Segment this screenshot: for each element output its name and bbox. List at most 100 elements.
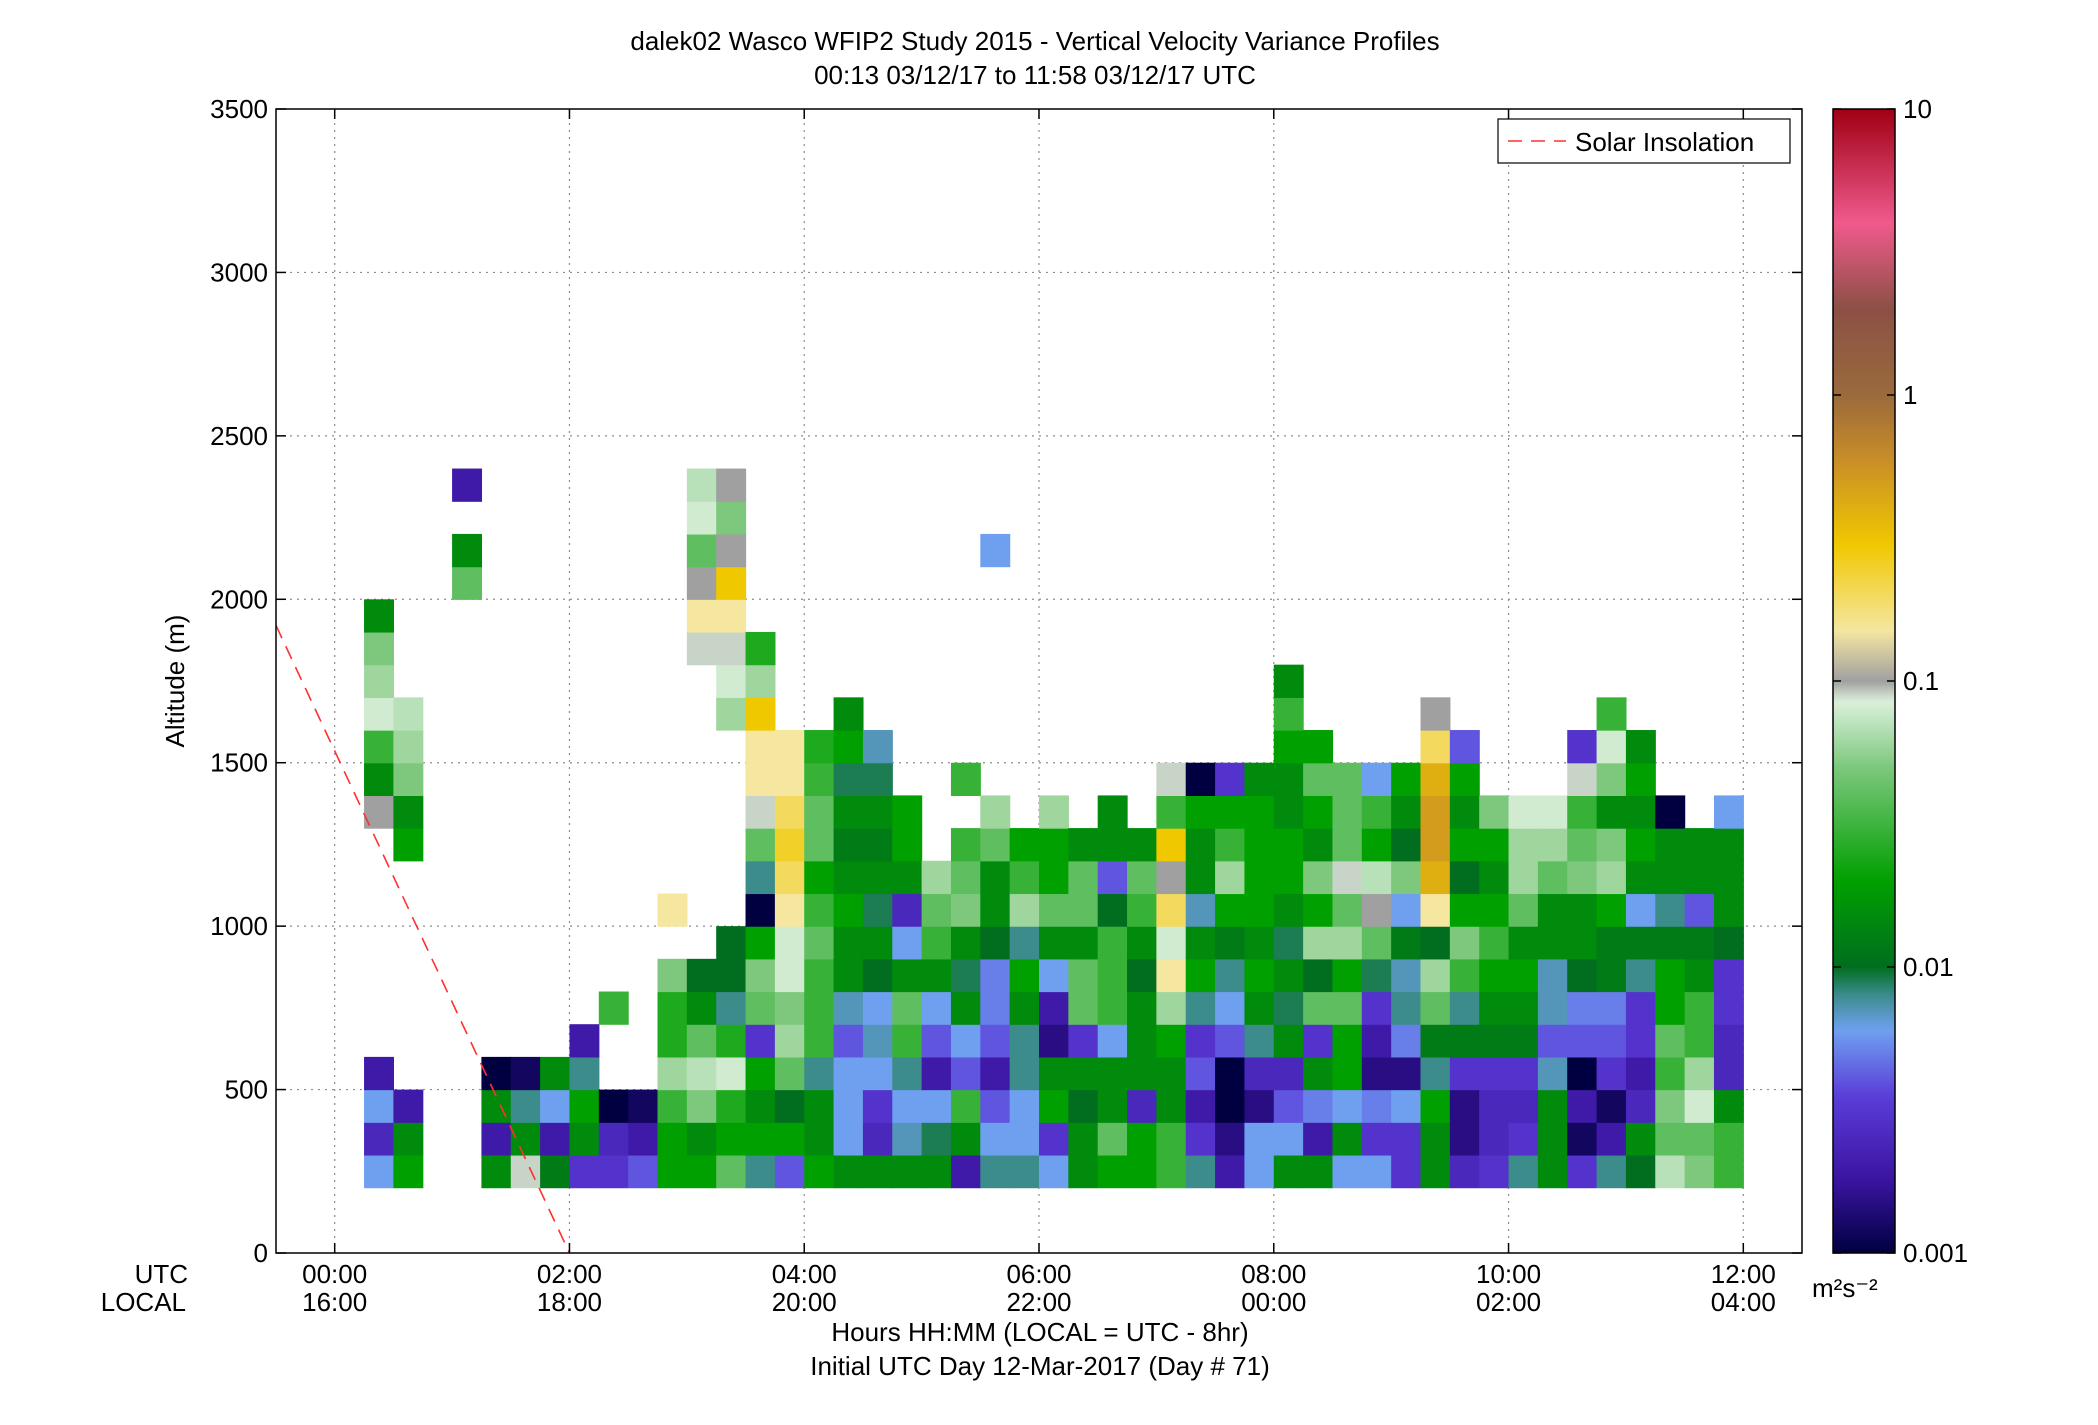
heatmap-cell [1097, 1154, 1128, 1189]
heatmap-cell [1420, 1024, 1451, 1058]
heatmap-cell [1009, 828, 1040, 862]
heatmap-cell [1156, 795, 1187, 829]
heatmap-cell [804, 893, 835, 927]
heatmap-cell [1097, 893, 1128, 927]
heatmap-cell [1215, 926, 1246, 960]
heatmap-cell [862, 926, 893, 960]
heatmap-cell [892, 1024, 923, 1058]
heatmap-cell [1361, 991, 1392, 1025]
heatmap-cell [862, 991, 893, 1025]
heatmap-cell [540, 1154, 571, 1189]
heatmap-cell [1127, 828, 1157, 862]
heatmap-cell [1185, 795, 1216, 829]
heatmap-cell [950, 1154, 981, 1189]
heatmap-cell [1684, 828, 1715, 862]
heatmap-cell [1449, 1024, 1480, 1058]
heatmap-cell [862, 1024, 893, 1058]
heatmap-cell [716, 1056, 747, 1091]
colorbar-ticks: 0.001 0.01 0.1 1 10 [1833, 94, 1968, 1268]
heatmap-cell [804, 926, 835, 960]
heatmap-cell [1009, 926, 1040, 960]
heatmap-cell [1215, 860, 1246, 895]
heatmap-cell [804, 1024, 835, 1058]
heatmap-cell [716, 697, 747, 731]
heatmap-cell [1567, 860, 1598, 895]
heatmap-cell [1127, 1089, 1157, 1123]
heatmap-cell [686, 1056, 717, 1091]
heatmap-cell [1009, 860, 1040, 895]
heatmap-cell [804, 991, 835, 1025]
heatmap-cell [1273, 926, 1304, 960]
heatmap-cell [1068, 926, 1099, 960]
row-label-utc: UTC [135, 1259, 188, 1289]
heatmap-cell [1508, 1089, 1539, 1123]
heatmap-cell [716, 1122, 747, 1156]
heatmap-cell [950, 926, 981, 960]
x-axis-label: Hours HH:MM (LOCAL = UTC - 8hr) [831, 1317, 1248, 1347]
heatmap-cell [1361, 828, 1392, 862]
heatmap-cell [628, 1154, 659, 1189]
heatmap-cell [452, 468, 483, 502]
heatmap-cell [774, 958, 805, 993]
heatmap-cell [657, 1024, 688, 1058]
heatmap-cell [364, 599, 394, 633]
heatmap-cell [716, 468, 747, 502]
y-tick-label: 1500 [210, 748, 268, 778]
heatmap-cell [540, 1122, 571, 1156]
heatmap-cell [1625, 762, 1656, 796]
heatmap-cell [1185, 1122, 1216, 1156]
heatmap-cell [1185, 762, 1216, 796]
heatmap-cell [1684, 1122, 1715, 1156]
heatmap-cell [1713, 1056, 1744, 1091]
heatmap-cell [628, 1122, 659, 1156]
heatmap-cell [1508, 1154, 1539, 1189]
heatmap-cell [950, 991, 981, 1025]
heatmap-cell [745, 926, 776, 960]
heatmap-cell [1097, 991, 1128, 1025]
heatmap-cell [569, 1089, 600, 1123]
heatmap-cell [745, 697, 776, 731]
heatmap-cell [1391, 1024, 1422, 1058]
heatmap-cell [1127, 1122, 1157, 1156]
colorbar-tick-label: 1 [1903, 380, 1917, 410]
y-tick-label: 1000 [210, 911, 268, 941]
heatmap-cell [892, 926, 923, 960]
heatmap-cell [862, 893, 893, 927]
colorbar-tick-label: 0.1 [1903, 666, 1939, 696]
heatmap-cell [1185, 991, 1216, 1025]
heatmap-cell [598, 1154, 629, 1189]
heatmap-cell [1449, 1056, 1480, 1091]
heatmap-cell [950, 762, 981, 796]
heatmap-cell [862, 1154, 893, 1189]
heatmap-cell [804, 1056, 835, 1091]
heatmap-cell [716, 1154, 747, 1189]
heatmap-cell [1420, 762, 1451, 796]
heatmap-cell [1156, 991, 1187, 1025]
heatmap-cell [1332, 1154, 1363, 1189]
heatmap-cell [1244, 958, 1275, 993]
heatmap-cell [686, 533, 717, 568]
x-tick-label-utc: 04:00 [772, 1259, 837, 1289]
heatmap-cell [1391, 958, 1422, 993]
heatmap-cell [950, 1122, 981, 1156]
x-tick-label-local: 00:00 [1241, 1287, 1306, 1317]
heatmap-cell [1684, 893, 1715, 927]
heatmap-cell [1713, 795, 1744, 829]
heatmap-cell [774, 762, 805, 796]
heatmap-cell [1625, 1089, 1656, 1123]
heatmap-cell [1596, 1154, 1627, 1189]
y-axis-label: Altitude (m) [160, 615, 190, 748]
heatmap-cell [745, 860, 776, 895]
heatmap-cell [1684, 958, 1715, 993]
heatmap-cell [745, 958, 776, 993]
heatmap-cell [1215, 1154, 1246, 1189]
heatmap-cell [1303, 1056, 1334, 1091]
heatmap-cell [716, 926, 747, 960]
heatmap-cell [393, 730, 424, 764]
heatmap-cell [892, 893, 923, 927]
heatmap-cell [510, 1154, 541, 1189]
heatmap-cell [1596, 1089, 1627, 1123]
heatmap-cell [980, 1154, 1011, 1189]
heatmap-cell [1244, 991, 1275, 1025]
heatmap-cell [745, 893, 776, 927]
